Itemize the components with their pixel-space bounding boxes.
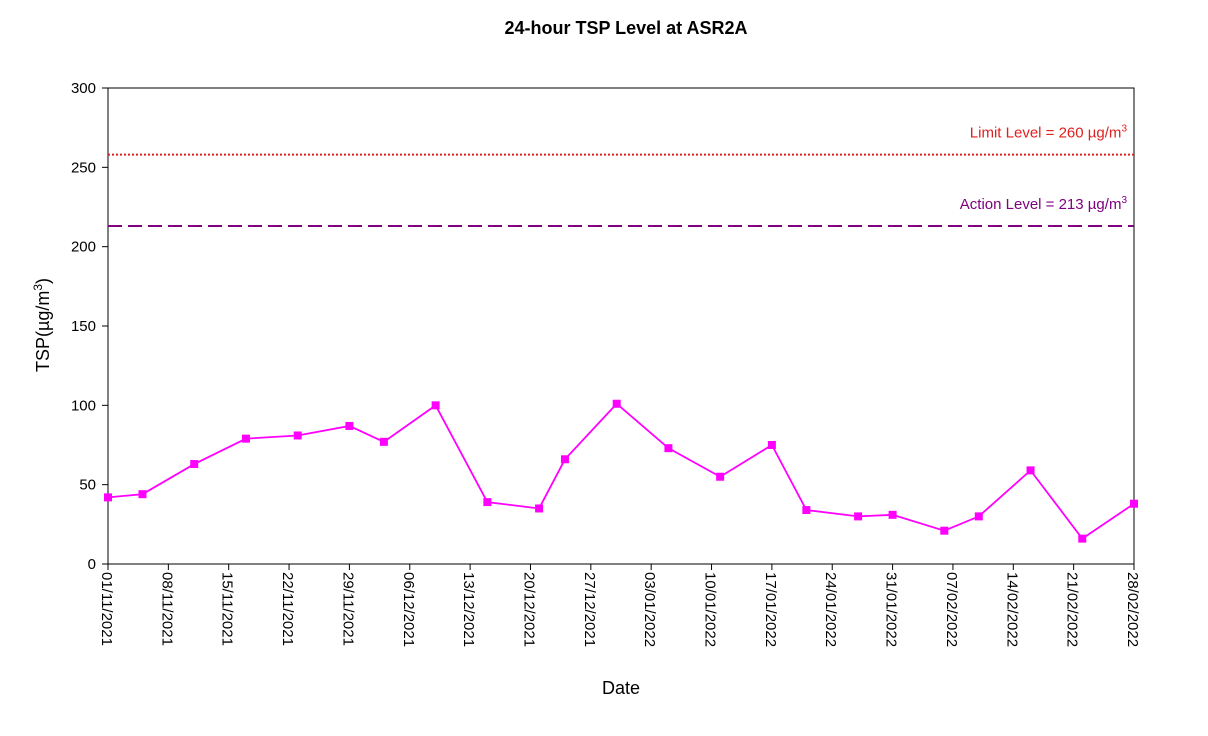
x-tick-label: 06/12/2021 <box>400 572 417 647</box>
x-tick-label: 08/11/2021 <box>158 572 175 646</box>
x-tick-label: 22/11/2021 <box>279 572 296 646</box>
data-point <box>345 421 354 430</box>
x-tick-label: 27/12/2021 <box>581 572 598 647</box>
x-tick-label: 31/01/2022 <box>883 572 900 647</box>
x-tick-label: 21/02/2022 <box>1064 572 1081 647</box>
data-point <box>1130 499 1138 508</box>
x-tick-label: 29/11/2021 <box>339 572 356 646</box>
data-point <box>802 506 811 515</box>
chart-title: 24-hour TSP Level at ASR2A <box>504 18 747 38</box>
data-point <box>241 434 250 443</box>
data-point <box>854 512 863 521</box>
data-point <box>138 490 147 499</box>
x-tick-label: 01/11/2021 <box>98 572 115 646</box>
y-tick-label: 250 <box>71 159 96 176</box>
data-point <box>716 472 725 481</box>
x-tick-label: 28/02/2022 <box>1124 572 1141 647</box>
reference-line-label: Action Level = 213 µg/m3 <box>960 195 1128 213</box>
data-point <box>190 460 199 469</box>
data-point <box>560 455 569 464</box>
reference-line-label: Limit Level = 260 µg/m3 <box>970 124 1128 142</box>
y-tick-label: 200 <box>71 239 96 256</box>
x-tick-label: 20/12/2021 <box>520 572 537 647</box>
data-point <box>1078 534 1087 543</box>
x-tick-label: 07/02/2022 <box>943 572 960 647</box>
data-point <box>535 504 544 513</box>
y-tick-label: 150 <box>71 318 96 335</box>
y-axis-label: TSP(µg/m3) <box>31 278 53 372</box>
x-tick-label: 10/01/2022 <box>702 572 719 647</box>
x-tick-label: 14/02/2022 <box>1003 572 1020 647</box>
data-point <box>431 401 440 410</box>
y-tick-label: 300 <box>71 80 96 97</box>
data-point <box>379 437 388 446</box>
x-axis-label: Date <box>602 678 640 698</box>
data-point <box>483 498 492 507</box>
x-tick-label: 03/01/2022 <box>641 572 658 647</box>
data-point <box>612 399 621 408</box>
data-point <box>1026 466 1035 475</box>
y-tick-label: 0 <box>88 556 96 573</box>
x-tick-label: 13/12/2021 <box>460 572 477 647</box>
x-tick-label: 24/01/2022 <box>822 572 839 647</box>
data-point <box>664 444 673 453</box>
y-tick-label: 50 <box>79 477 96 494</box>
x-tick-label: 15/11/2021 <box>219 572 236 646</box>
data-point <box>940 526 949 535</box>
data-point <box>104 493 112 502</box>
data-point <box>888 510 897 519</box>
y-tick-label: 100 <box>71 397 96 414</box>
data-point <box>767 441 776 449</box>
plot-frame <box>107 87 1135 565</box>
x-tick-label: 17/01/2022 <box>762 572 779 647</box>
data-point <box>293 431 302 440</box>
data-point <box>974 512 983 521</box>
plot-area: 0 50 100 150 200 250 300 01/11/2021 08/11/2021 15… <box>71 80 1141 647</box>
